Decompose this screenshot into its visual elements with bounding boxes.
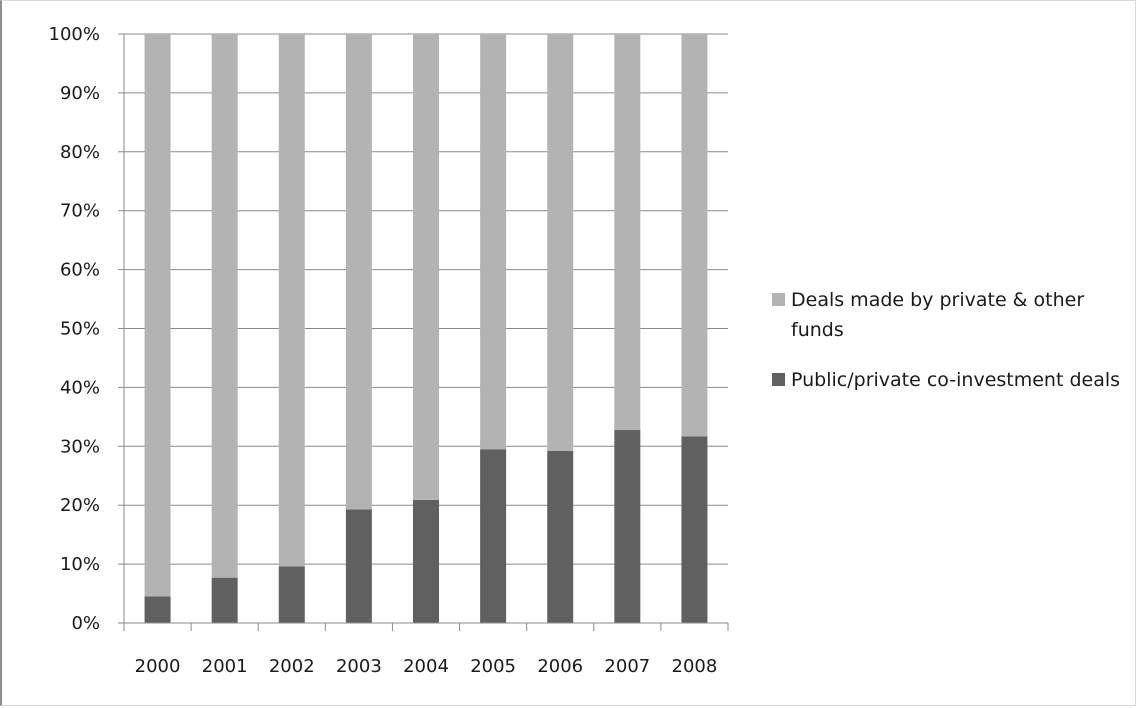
bar-co-investment [413,499,439,623]
x-tick-label: 2005 [470,656,516,677]
bar-co-investment [211,577,238,623]
y-tick-label: 20% [60,495,100,516]
y-tick-label: 30% [60,436,100,457]
x-tick-label: 2003 [336,656,382,677]
x-tick-label: 2002 [269,656,315,677]
bar-co-investment [278,566,305,623]
y-tick-label: 60% [60,260,100,281]
x-tick-label: 2006 [537,656,583,677]
bar-co-investment [614,429,641,623]
bar-private-funds [211,34,238,578]
bar-private-funds [345,34,372,510]
axes [118,33,729,631]
y-tick-label: 70% [60,201,100,222]
y-tick-label: 0% [71,613,100,634]
legend-swatch-co-investment [772,373,785,386]
bar-private-funds [547,34,574,452]
legend: Deals made by private & other funds Publ… [772,285,1132,415]
x-tick-label: 2000 [135,656,181,677]
bar-co-investment [480,449,507,623]
legend-label-co-investment: Public/private co-investment deals [791,369,1121,391]
y-tick-label: 40% [60,377,100,398]
bar-private-funds [480,34,507,450]
y-tick-label: 80% [60,142,100,163]
y-tick-label: 50% [60,319,100,340]
x-tick-label: 2008 [672,656,718,677]
x-tick-label: 2004 [403,656,449,677]
bar-private-funds [681,34,708,437]
bar-private-funds [614,34,641,430]
x-tick-label: 2001 [202,656,248,677]
bar-private-funds [413,34,439,500]
legend-swatch-private-funds [772,293,785,306]
legend-item-private-funds: Deals made by private & other funds [772,285,1132,345]
bar-co-investment [144,596,171,623]
bar-co-investment [681,436,708,623]
x-tick-label: 2007 [604,656,650,677]
bars [144,34,708,623]
bar-co-investment [547,451,574,623]
bar-private-funds [144,34,171,597]
bar-co-investment [345,509,372,623]
tick-labels: 0% 10% 20% 30% 40% 50% 60% 70% 80% 90% 100% 2000 200… [49,24,718,677]
y-tick-label: 10% [60,554,100,575]
legend-item-co-investment: Public/private co-investment deals [772,365,1132,395]
y-tick-label: 100% [49,24,100,45]
y-tick-label: 90% [60,83,100,104]
bar-private-funds [278,34,305,567]
legend-label-private-funds: Deals made by private & other funds [791,289,1085,341]
